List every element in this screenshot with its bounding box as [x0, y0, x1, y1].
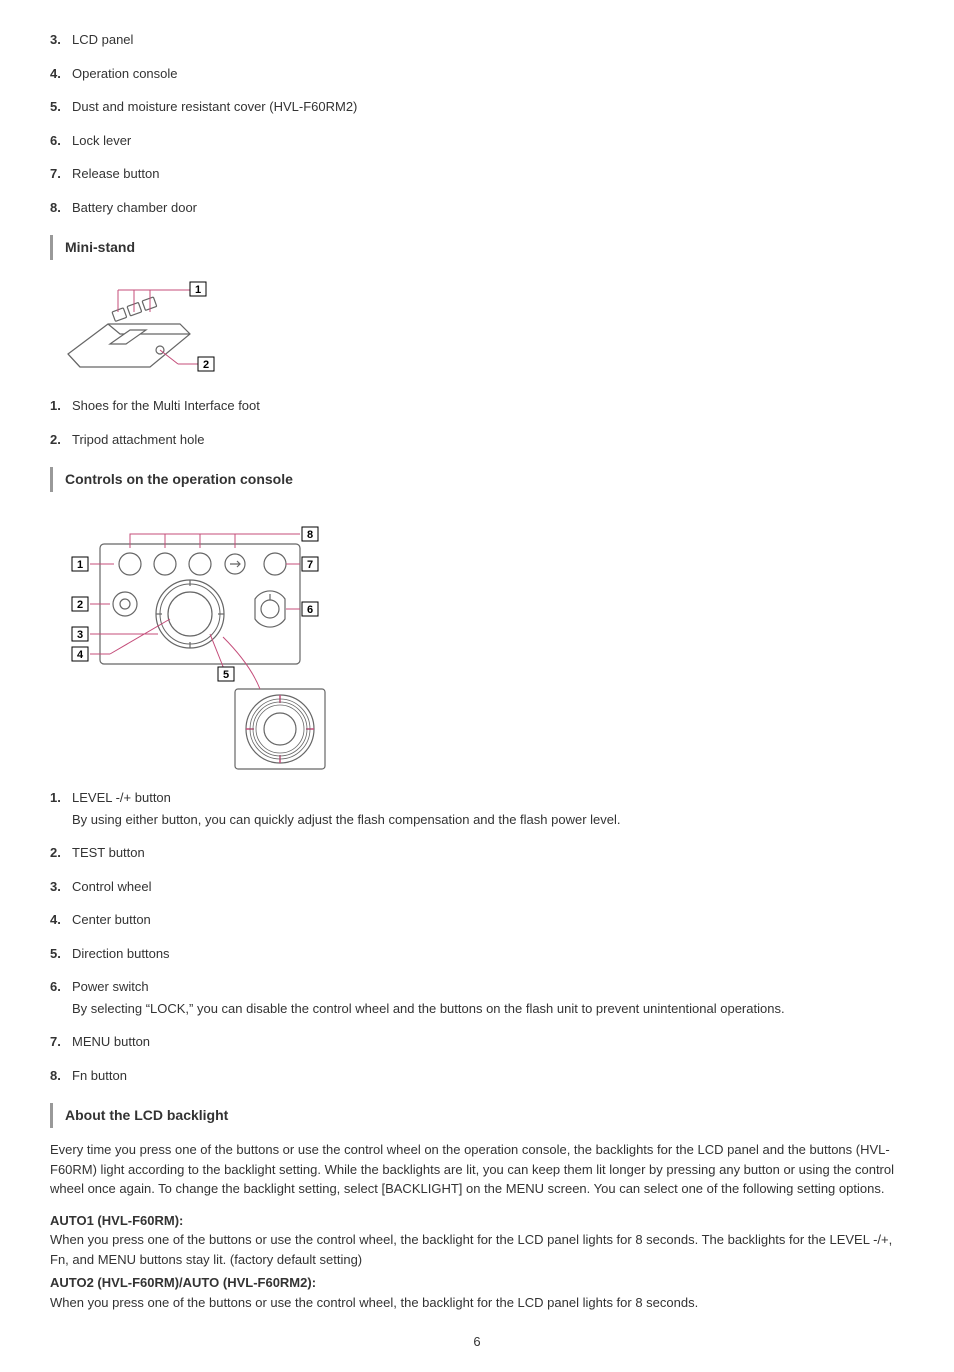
item-label: LEVEL -/+ button [72, 790, 171, 805]
list-item: 7. Release button [50, 164, 904, 184]
heading-controls: Controls on the operation console [50, 467, 904, 492]
list-item: 8. Fn button [50, 1066, 904, 1086]
item-label: Tripod attachment hole [72, 432, 204, 447]
item-number: 4. [50, 64, 61, 84]
diagram-controls: 1 2 3 4 5 6 7 8 [50, 504, 904, 774]
item-label: Release button [72, 166, 159, 181]
item-number: 8. [50, 1066, 61, 1086]
item-number: 7. [50, 1032, 61, 1052]
item-number: 3. [50, 877, 61, 897]
item-desc: By selecting “LOCK,” you can disable the… [72, 999, 904, 1019]
list-item: 1. Shoes for the Multi Interface foot [50, 396, 904, 416]
svg-text:5: 5 [223, 669, 229, 681]
item-number: 7. [50, 164, 61, 184]
list-item: 5. Dust and moisture resistant cover (HVL… [50, 97, 904, 117]
mode-desc: When you press one of the buttons or use… [50, 1230, 904, 1269]
item-label: Shoes for the Multi Interface foot [72, 398, 260, 413]
list-item: 6. Lock lever [50, 131, 904, 151]
list-item: 5. Direction buttons [50, 944, 904, 964]
item-number: 6. [50, 977, 61, 997]
item-number: 5. [50, 944, 61, 964]
item-label: Operation console [72, 66, 178, 81]
backlight-intro: Every time you press one of the buttons … [50, 1140, 904, 1199]
item-label: TEST button [72, 845, 145, 860]
list-item: 1. LEVEL -/+ button By using either butt… [50, 788, 904, 829]
callout-label: 2 [203, 359, 209, 371]
item-label: Dust and moisture resistant cover (HVL-F… [72, 99, 357, 114]
list-item: 2. TEST button [50, 843, 904, 863]
svg-text:7: 7 [307, 559, 313, 571]
item-number: 2. [50, 430, 61, 450]
item-label: Battery chamber door [72, 200, 197, 215]
item-label: Direction buttons [72, 946, 170, 961]
diagram-mini-stand: 1 2 [50, 272, 904, 382]
list-item: 4. Operation console [50, 64, 904, 84]
item-number: 3. [50, 30, 61, 50]
svg-text:8: 8 [307, 529, 313, 541]
item-label: Center button [72, 912, 151, 927]
mini-stand-list: 1. Shoes for the Multi Interface foot 2. T… [50, 396, 904, 449]
item-number: 5. [50, 97, 61, 117]
list-item: 7. MENU button [50, 1032, 904, 1052]
item-desc: By using either button, you can quickly … [72, 810, 904, 830]
svg-text:3: 3 [77, 629, 83, 641]
list-item: 3. LCD panel [50, 30, 904, 50]
item-label: Power switch [72, 979, 149, 994]
mode-title: AUTO1 (HVL-F60RM): [50, 1211, 904, 1231]
page-number: 6 [50, 1332, 904, 1352]
svg-text:2: 2 [77, 599, 83, 611]
list-item: 8. Battery chamber door [50, 198, 904, 218]
item-number: 1. [50, 788, 61, 808]
item-number: 6. [50, 131, 61, 151]
item-number: 1. [50, 396, 61, 416]
backlight-mode: AUTO1 (HVL-F60RM): When you press one of… [50, 1211, 904, 1270]
item-label: Lock lever [72, 133, 131, 148]
mode-title: AUTO2 (HVL-F60RM)/AUTO (HVL-F60RM2): [50, 1273, 904, 1293]
item-number: 2. [50, 843, 61, 863]
item-label: Control wheel [72, 879, 152, 894]
list-item: 3. Control wheel [50, 877, 904, 897]
mode-desc: When you press one of the buttons or use… [50, 1293, 904, 1313]
backlight-mode: AUTO2 (HVL-F60RM)/AUTO (HVL-F60RM2): Whe… [50, 1273, 904, 1312]
heading-backlight: About the LCD backlight [50, 1103, 904, 1128]
list-item: 6. Power switch By selecting “LOCK,” you… [50, 977, 904, 1018]
svg-text:4: 4 [77, 649, 84, 661]
heading-mini-stand: Mini-stand [50, 235, 904, 260]
parts-list-continued: 3. LCD panel 4. Operation console 5. Dust a… [50, 30, 904, 217]
item-number: 8. [50, 198, 61, 218]
list-item: 2. Tripod attachment hole [50, 430, 904, 450]
list-item: 4. Center button [50, 910, 904, 930]
svg-text:1: 1 [77, 559, 83, 571]
item-label: LCD panel [72, 32, 133, 47]
item-label: MENU button [72, 1034, 150, 1049]
callout-label: 1 [195, 284, 201, 296]
controls-list: 1. LEVEL -/+ button By using either butt… [50, 788, 904, 1085]
item-number: 4. [50, 910, 61, 930]
item-label: Fn button [72, 1068, 127, 1083]
svg-text:6: 6 [307, 604, 313, 616]
